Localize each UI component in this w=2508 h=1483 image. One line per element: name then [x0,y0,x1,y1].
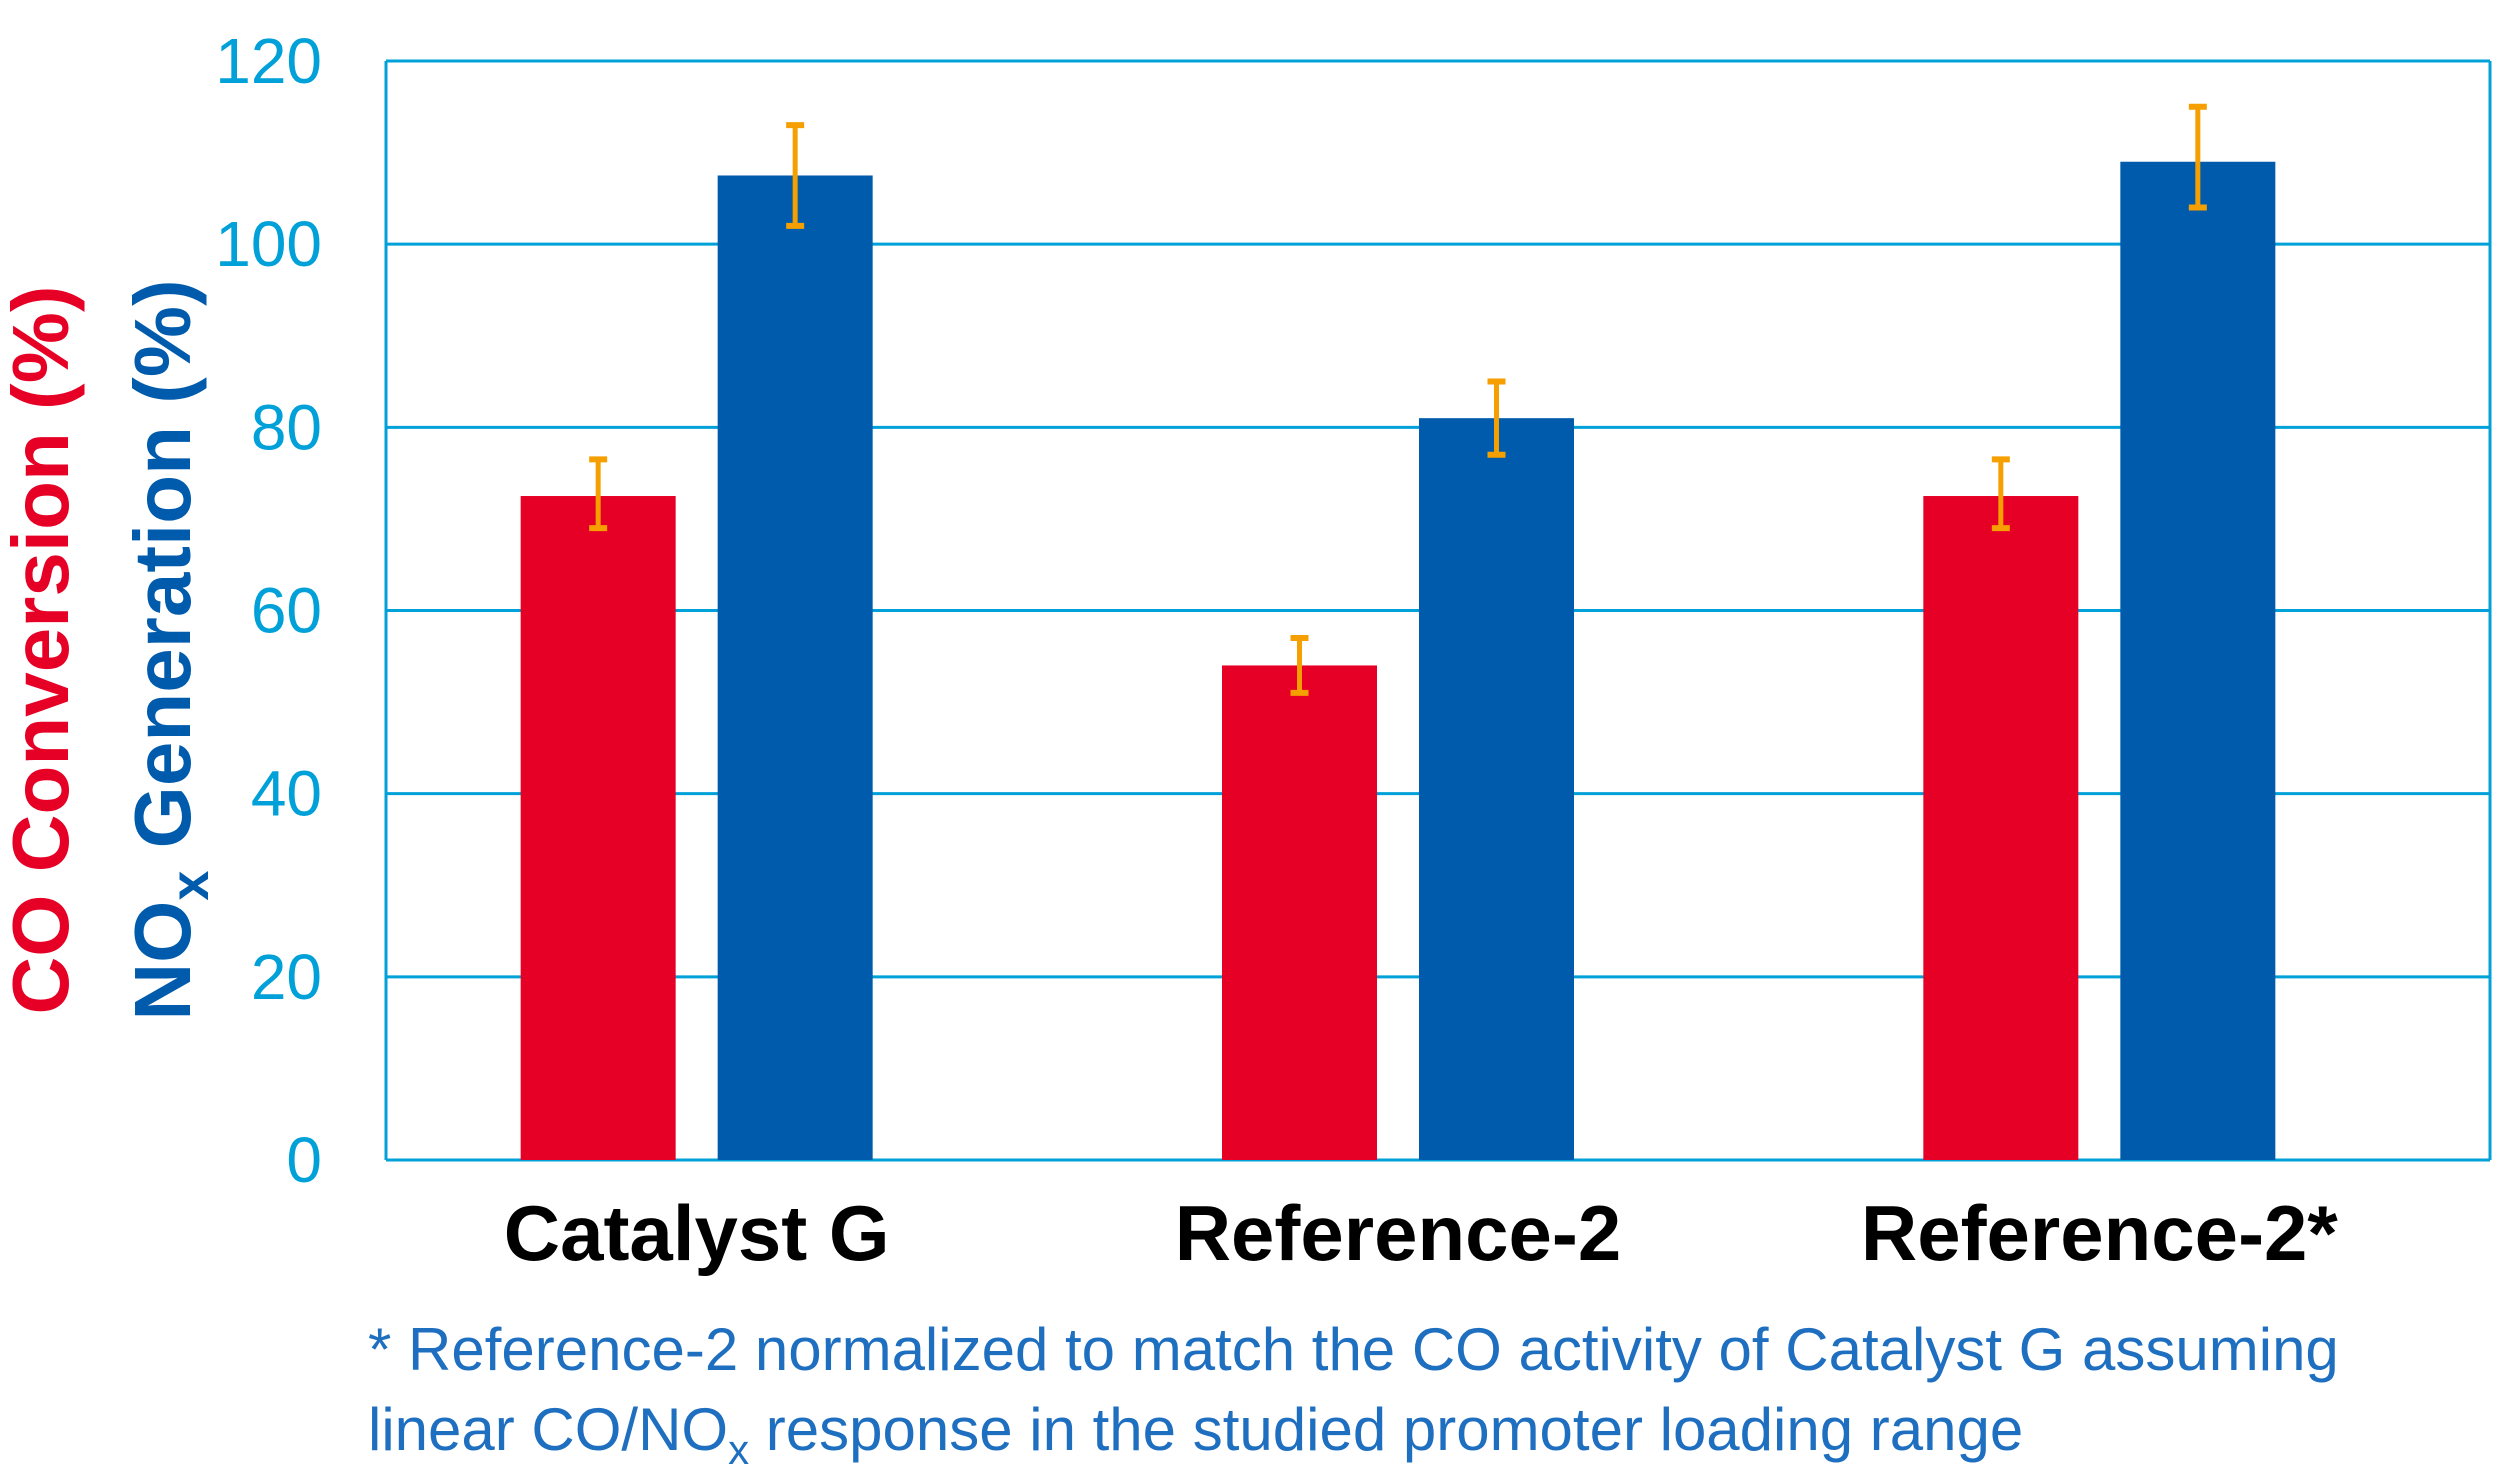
y-axis-label-nox: NOx Generation (%) [118,279,220,1020]
bar-co-conversion-1 [1222,665,1377,1160]
footnote-line-2-a: linear CO/NO [368,1396,728,1463]
y-tick-label-6: 120 [215,25,322,97]
footnote-line-1: * Reference-2 normalized to match the CO… [368,1316,2339,1383]
error-bars [589,103,2207,696]
footnote-line-2-b: response in the studied promoter loading… [749,1396,2023,1463]
y-tick-label-0: 0 [286,1124,322,1196]
footnote-line-2-sub: x [728,1426,749,1473]
x-category-label-1: Reference-2 [1175,1189,1622,1277]
y-tick-label-1: 20 [251,941,322,1013]
y-tick-labels: 0 20 40 60 80 100 120 [215,25,322,1196]
x-category-labels: Catalyst G Reference-2 Reference-2* [504,1189,2339,1277]
y-axis-label-co: CO Conversion (%) [0,286,85,1015]
y-tick-label-3: 60 [251,575,322,647]
bar-nox-generation-1 [1419,418,1574,1160]
bar-co-conversion-0 [520,496,676,1160]
footnote-line-1-text: * Reference-2 normalized to match the CO… [368,1316,2339,1383]
y-tick-label-4: 80 [251,391,322,463]
bar-co-conversion-2 [1923,496,2079,1160]
footnote-line-2: linear CO/NOx response in the studied pr… [368,1396,2023,1473]
x-category-label-0: Catalyst G [504,1189,890,1277]
y-tick-label-5: 100 [215,208,322,280]
y-tick-label-2: 40 [251,758,322,830]
bar-nox-generation-2 [2120,161,2276,1160]
y-axis-label-nox-sub: x [160,871,220,901]
y-axis-label-nox-rest: Generation (%) [118,279,207,870]
y-axis-label-nox-main: NO [118,901,207,1021]
bar-nox-generation-0 [717,175,873,1160]
x-category-label-2: Reference-2* [1861,1189,2339,1277]
bars [520,161,2276,1160]
y-axis-label-co-text: CO Conversion (%) [0,286,85,1015]
